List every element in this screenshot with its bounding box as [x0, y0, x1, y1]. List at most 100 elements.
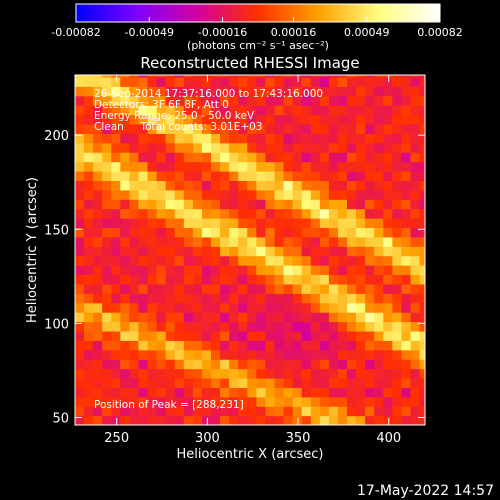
- heatmap-cell: [247, 283, 257, 294]
- heatmap-cell: [247, 142, 257, 153]
- heatmap-cell: [93, 218, 103, 229]
- heatmap-cell: [174, 396, 185, 407]
- heatmap-cell: [310, 189, 321, 200]
- heatmap-cell: [292, 75, 303, 78]
- heatmap-cell: [147, 312, 158, 323]
- heatmap-cell: [238, 340, 248, 351]
- heatmap-cell: [274, 274, 285, 285]
- heatmap-cell: [283, 265, 294, 276]
- heatmap-cell: [319, 321, 330, 332]
- heatmap-cell: [265, 114, 276, 125]
- heatmap-cell: [111, 255, 121, 266]
- heatmap-cell: [356, 180, 366, 191]
- heatmap-cell: [156, 218, 167, 229]
- heatmap-cell: [138, 161, 149, 172]
- heatmap-cell: [283, 133, 294, 144]
- heatmap-cell: [383, 208, 393, 219]
- heatmap-cell: [283, 321, 294, 332]
- heatmap-cell: [84, 199, 94, 210]
- heatmap-cell: [256, 349, 267, 360]
- heatmap-cell: [84, 415, 94, 425]
- heatmap-cell: [156, 133, 167, 144]
- heatmap-cell: [192, 368, 203, 379]
- heatmap-cell: [356, 312, 366, 323]
- heatmap-cell: [337, 75, 348, 78]
- heatmap-cell: [283, 255, 294, 266]
- colorbar-tick-label: -0.00049: [125, 26, 174, 39]
- heatmap-cell: [156, 396, 167, 407]
- heatmap-cell: [319, 75, 330, 78]
- heatmap-cell: [328, 283, 339, 294]
- heatmap-cell: [256, 368, 267, 379]
- heatmap-cell: [201, 180, 212, 191]
- heatmap-cell: [156, 123, 167, 134]
- heatmap-cell: [111, 359, 121, 370]
- heatmap-cell: [383, 293, 393, 304]
- heatmap-cell: [147, 274, 158, 285]
- heatmap-cell: [365, 377, 375, 388]
- heatmap-cell: [102, 170, 112, 181]
- heatmap-cell: [365, 246, 375, 257]
- heatmap-cell: [174, 95, 185, 106]
- heatmap-cell: [383, 340, 393, 351]
- heatmap-cell: [365, 330, 375, 341]
- heatmap-cell: [174, 123, 185, 134]
- heatmap-cell: [238, 75, 248, 78]
- heatmap-cell: [401, 246, 412, 257]
- heatmap-cell: [174, 152, 185, 163]
- heatmap-cell: [347, 76, 357, 87]
- heatmap-cell: [238, 86, 248, 97]
- heatmap-cell: [292, 170, 303, 181]
- heatmap-cell: [256, 406, 267, 417]
- heatmap-cell: [229, 236, 239, 247]
- heatmap-cell: [301, 218, 312, 229]
- heatmap-cell: [292, 312, 303, 323]
- heatmap-cell: [356, 95, 366, 106]
- heatmap-cell: [111, 161, 121, 172]
- heatmap-cell: [374, 133, 384, 144]
- heatmap-cell: [129, 302, 140, 313]
- heatmap-cell: [265, 170, 276, 181]
- heatmap-cell: [265, 265, 276, 276]
- heatmap-cell: [319, 359, 330, 370]
- heatmap-cell: [165, 293, 176, 304]
- heatmap-cell: [84, 283, 94, 294]
- heatmap-cell: [401, 161, 412, 172]
- heatmap-cell: [256, 274, 267, 285]
- heatmap-cell: [383, 189, 393, 200]
- heatmap-cell: [301, 161, 312, 172]
- heatmap-cell: [292, 227, 303, 238]
- heatmap-cell: [84, 170, 94, 181]
- heatmap-cell: [410, 312, 421, 323]
- heatmap-cell: [365, 302, 375, 313]
- heatmap-cell: [111, 105, 121, 116]
- heatmap-cell: [229, 349, 239, 360]
- heatmap-cell: [183, 302, 194, 313]
- heatmap-cell: [265, 236, 276, 247]
- heatmap-cell: [174, 189, 185, 200]
- heatmap-cell: [274, 123, 285, 134]
- heatmap-cell: [419, 255, 425, 266]
- heatmap-cell: [256, 208, 267, 219]
- heatmap-cell: [274, 406, 285, 417]
- heatmap-cell: [220, 359, 230, 370]
- heatmap-cell: [129, 199, 140, 210]
- heatmap-cell: [419, 293, 425, 304]
- heatmap-cell: [328, 236, 339, 247]
- heatmap-cell: [75, 236, 85, 247]
- heatmap-cell: [93, 396, 103, 407]
- x-axis-label: Heliocentric X (arcsec): [177, 447, 324, 462]
- heatmap-cell: [183, 321, 194, 332]
- heatmap-cell: [337, 189, 348, 200]
- heatmap-cell: [274, 76, 285, 87]
- heatmap-cell: [220, 114, 230, 125]
- heatmap-cell: [93, 208, 103, 219]
- heatmap-cell: [410, 170, 421, 181]
- heatmap-cell: [292, 321, 303, 332]
- heatmap-cell: [410, 349, 421, 360]
- heatmap-cell: [165, 75, 176, 78]
- heatmap-cell: [165, 349, 176, 360]
- heatmap-cell: [265, 406, 276, 417]
- heatmap-cell: [75, 105, 85, 116]
- heatmap-cell: [192, 255, 203, 266]
